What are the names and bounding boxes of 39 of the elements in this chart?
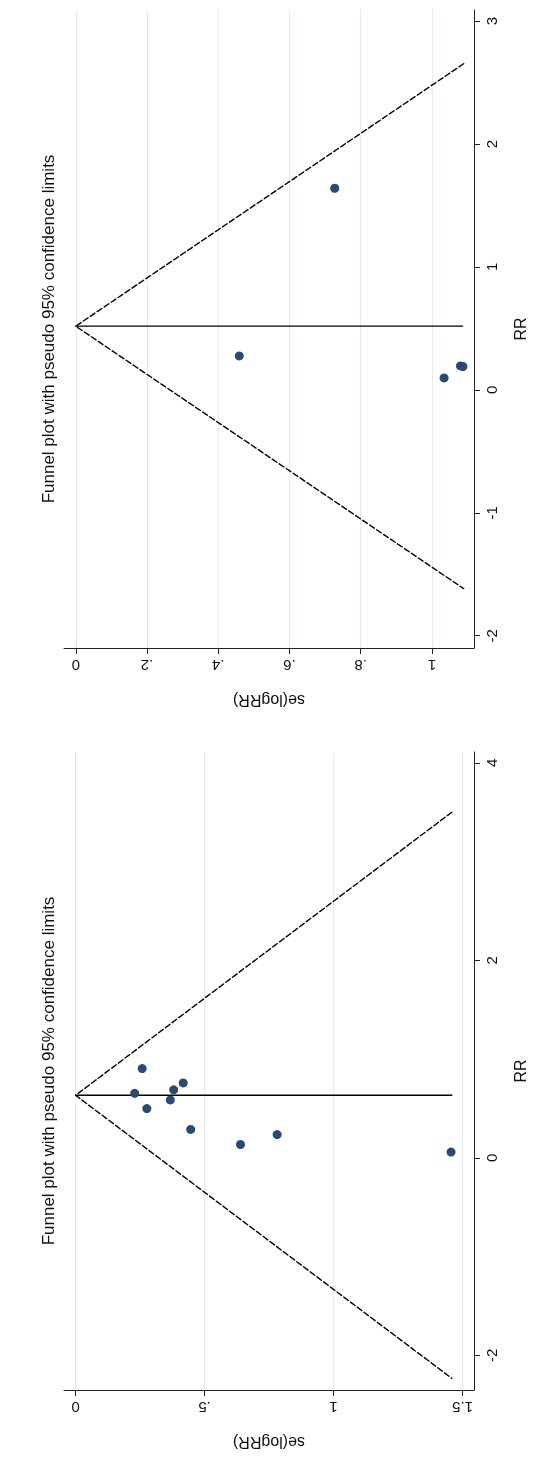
point [130, 1088, 140, 1098]
point [236, 1139, 245, 1149]
x-tick-label: 0 [71, 1399, 80, 1416]
y-tick-label: 1 [483, 262, 500, 272]
point [165, 1095, 175, 1105]
point [169, 1085, 179, 1095]
point [439, 373, 449, 383]
x-tick-label: 1.5 [452, 1399, 474, 1416]
y-tick-label: 2 [483, 139, 500, 149]
y-axis-title: RR [511, 317, 529, 341]
point [234, 351, 244, 361]
y-tick-label: -2 [483, 629, 500, 643]
y-tick-label: 3 [483, 16, 500, 26]
x-tick-label: 1 [329, 1399, 338, 1416]
x-tick-label: .4 [211, 657, 225, 674]
y-tick-label: 4 [483, 758, 500, 768]
point [446, 1147, 456, 1157]
x-tick-label: .6 [283, 657, 296, 674]
x-tick-label: .2 [140, 657, 154, 674]
y-tick-label: -1 [483, 506, 500, 520]
text: Funnel plot with pseudo 95% confidence limits [38, 896, 58, 1246]
point [330, 183, 340, 193]
x-tick-label: 1 [427, 657, 437, 674]
x-axis-title: se(logRR) [232, 1433, 306, 1451]
point [272, 1130, 282, 1140]
y-tick-label: -2 [483, 1348, 500, 1363]
x-tick-label: .8 [354, 657, 367, 674]
text: Funnel plot with pseudo 95% confidence limits [38, 154, 58, 504]
x-tick-label: .5 [198, 1399, 211, 1416]
y-tick-label: 2 [483, 956, 500, 965]
point [142, 1104, 152, 1114]
y-axis-title: RR [511, 1059, 529, 1083]
point [186, 1124, 196, 1134]
point [178, 1078, 188, 1088]
x-tick-label: 0 [71, 657, 80, 674]
x-axis-title: se(logRR) [232, 691, 306, 709]
y-tick-label: 0 [483, 1153, 500, 1163]
y-tick-label: 0 [483, 385, 500, 395]
point [137, 1064, 147, 1074]
